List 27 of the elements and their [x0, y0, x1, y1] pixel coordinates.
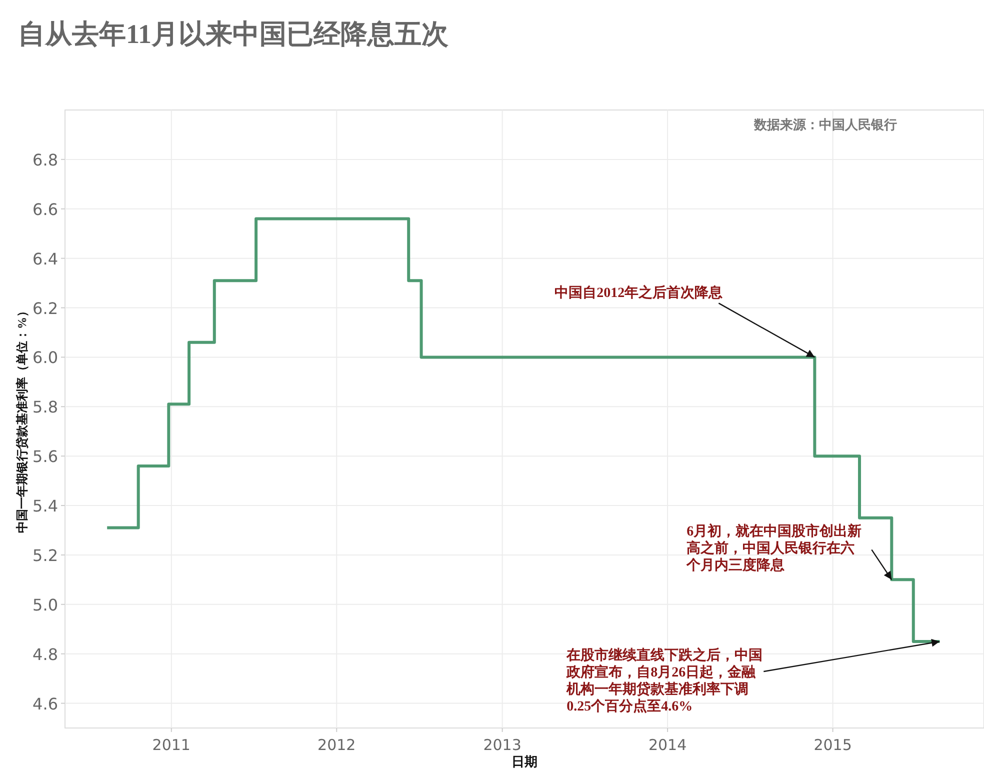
y-tick-label: 6.0: [32, 348, 58, 368]
y-tick-label: 6.6: [32, 200, 58, 219]
y-tick-label: 5.4: [32, 496, 58, 516]
x-tick-label: 2014: [648, 736, 687, 754]
annotation: 数据来源：中国人民银行: [753, 117, 897, 132]
x-tick-label: 2015: [814, 736, 852, 754]
y-tick-label: 5.2: [32, 546, 58, 565]
annotation: 在股市继续直线下跌之后，中国政府宣布，自8月26日起，金融机构一年期贷款基准利率下调0.25个百分点至4.6%: [566, 646, 763, 714]
annotation: 中国自2012年之后首次降息: [554, 284, 724, 302]
y-tick-label: 5.8: [32, 398, 58, 417]
x-tick-label: 2011: [152, 736, 190, 754]
x-axis-title: 日期: [512, 754, 538, 769]
chart-title: 自从去年11月以来中国已经降息五次: [18, 19, 450, 49]
annotation: 中国自2012年之后首次降息: [554, 286, 815, 358]
x-tick-label: 2012: [318, 736, 356, 754]
y-tick-label: 6.8: [32, 150, 58, 170]
y-tick-label: 4.8: [32, 644, 58, 664]
annotation: 在股市继续直线下跌之后，中国政府宣布，自8月26日起，金融机构一年期贷款基准利率下调0.25个百分点至4.6%: [566, 638, 940, 714]
y-tick-label: 5.0: [32, 595, 58, 614]
y-tick-label: 5.6: [32, 447, 58, 466]
y-tick-label: 4.6: [32, 694, 58, 714]
y-tick-label: 6.2: [32, 298, 58, 318]
y-tick-label: 6.4: [32, 249, 58, 268]
annotation: 6月初，就在中国股市创出新高之前，中国人民银行在六个月内三度降息: [686, 522, 862, 574]
x-tick-label: 2013: [483, 736, 522, 754]
y-axis-title: 中国一年期银行贷款基准利率（单位：%）: [15, 305, 29, 533]
annotation: 6月初，就在中国股市创出新高之前，中国人民银行在六个月内三度降息: [686, 524, 892, 580]
